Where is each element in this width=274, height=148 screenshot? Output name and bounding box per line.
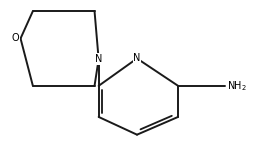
Text: N: N: [95, 54, 102, 64]
Text: O: O: [12, 33, 19, 44]
Text: N: N: [133, 53, 141, 63]
Text: NH$_2$: NH$_2$: [227, 79, 247, 93]
